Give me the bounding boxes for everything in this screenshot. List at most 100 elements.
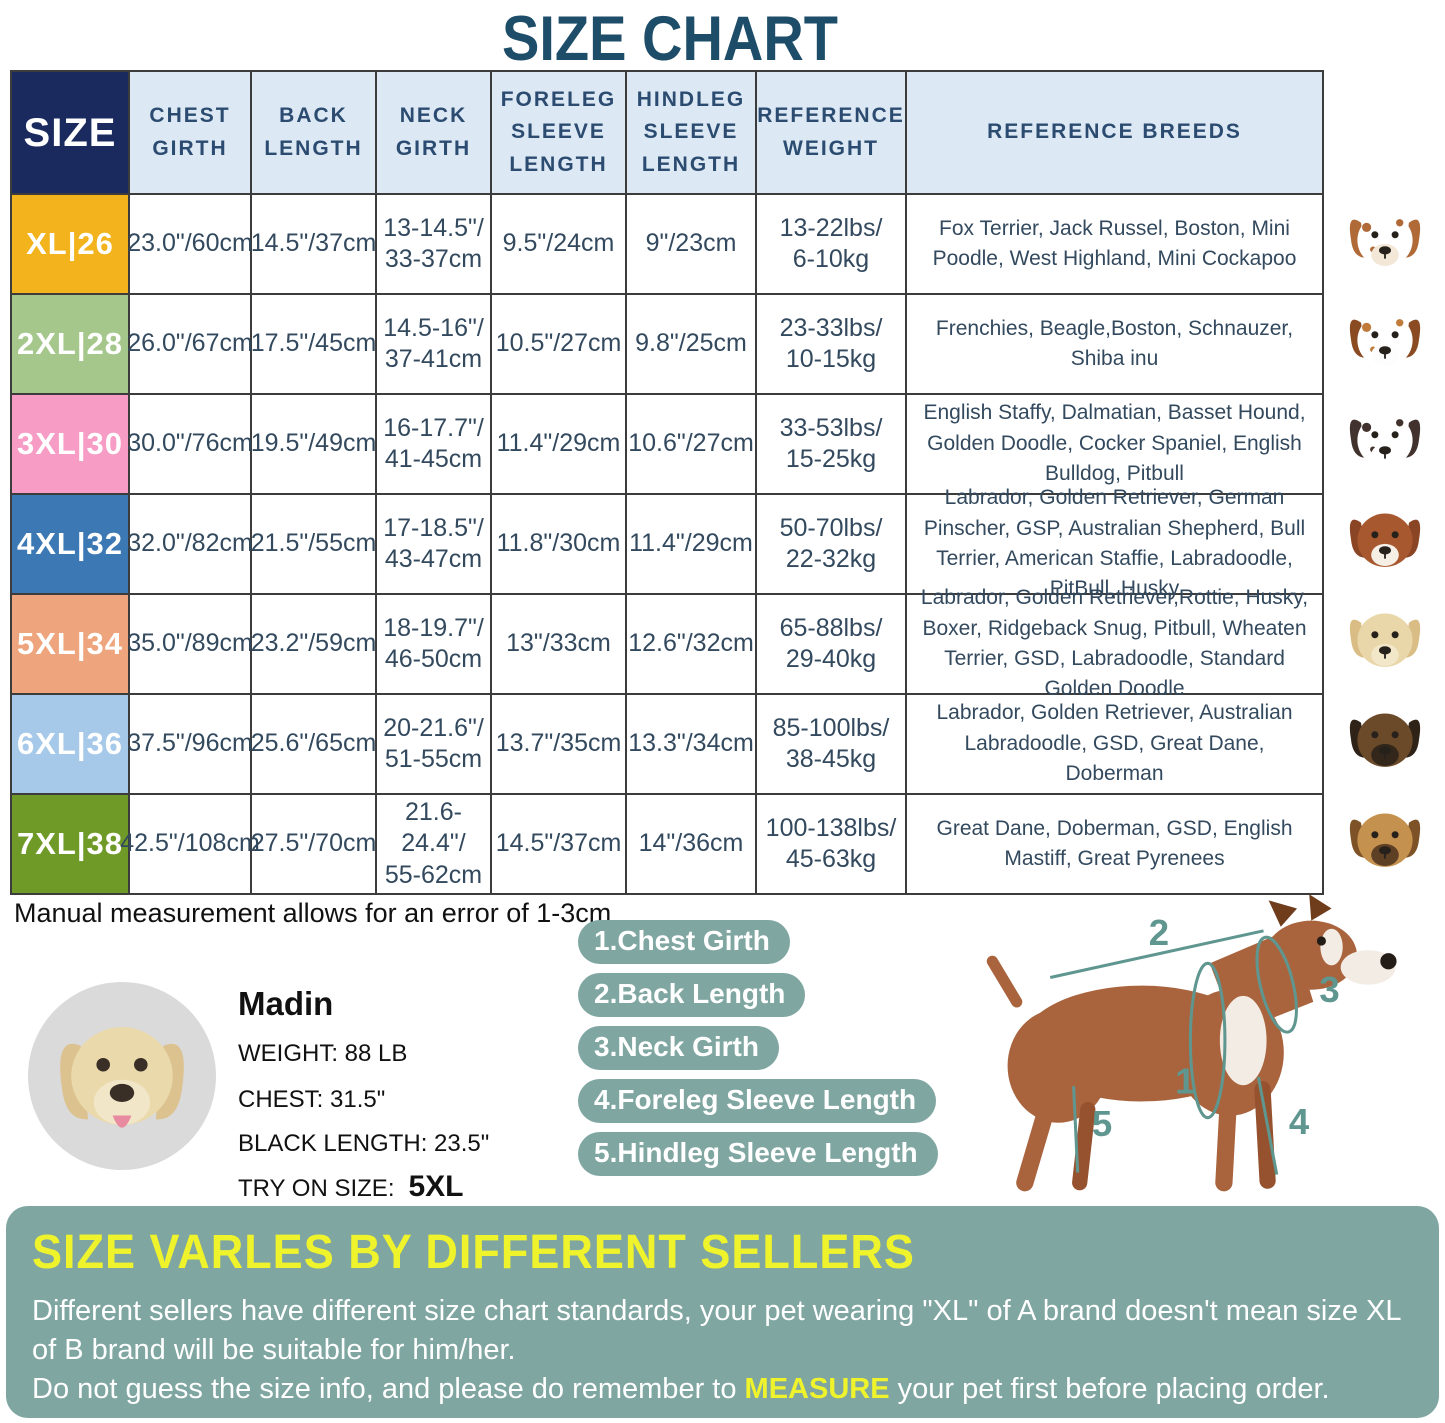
foreleg-sleeve-value: 11.4"/29cm <box>492 395 627 495</box>
foreleg-sleeve-value: 13"/33cm <box>492 595 627 695</box>
reference-weight-value: 85-100lbs/ 38-45kg <box>757 695 907 795</box>
breed-photo-column <box>1330 193 1440 893</box>
measure-highlight: MEASURE <box>744 1373 890 1406</box>
page-title: SIZE CHART <box>502 3 838 74</box>
breed-photo-slot <box>1330 593 1440 693</box>
neck-girth-value: 14.5-16"/ 37-41cm <box>377 295 492 395</box>
reference-breeds-value: Labrador, Golden Retriever, Australian L… <box>907 695 1324 795</box>
hindleg-sleeve-value: 14"/36cm <box>627 795 757 895</box>
breed-photo-slot <box>1330 293 1440 393</box>
reference-breeds-value: Labrador, Golden Retriever, German Pinsc… <box>907 486 1324 600</box>
size-label: 7XL|38 <box>12 795 130 895</box>
reference-weight-value: 65-88lbs/ 29-40kg <box>757 595 907 695</box>
madin-chest: CHEST: 31.5" <box>238 1086 386 1113</box>
seller-notice-box: SIZE VARLES BY DIFFERENT SELLERS Differe… <box>6 1206 1439 1418</box>
madin-photo <box>28 982 216 1170</box>
hindleg-sleeve-value: 10.6"/27cm <box>627 395 757 495</box>
seller-notice-para2: Do not guess the size info, and please d… <box>32 1370 1415 1409</box>
reference-breeds-value: Great Dane, Doberman, GSD, English Masti… <box>907 795 1324 895</box>
diagram-label-5: 5 <box>1092 1103 1112 1144</box>
dog-photo-dalmatian <box>1337 397 1433 489</box>
diagram-label-2: 2 <box>1149 912 1169 953</box>
neck-girth-value: 18-19.7"/ 46-50cm <box>377 595 492 695</box>
dog-photo-jack-russell <box>1337 197 1433 289</box>
back-length-value: 21.5"/55cm <box>251 495 377 595</box>
badge-chest-girth: 1.Chest Girth <box>578 920 790 964</box>
dog-photo-amstaff <box>1337 497 1433 589</box>
neck-girth-value: 16-17.7"/ 41-45cm <box>377 395 492 495</box>
hindleg-sleeve-value: 12.6"/32cm <box>627 595 757 695</box>
neck-girth-value: 20-21.6"/ 51-55cm <box>377 695 492 795</box>
neck-girth-value: 21.6-24.4"/ 55-62cm <box>377 795 492 895</box>
column-header-chest-girth: CHEST GIRTH <box>130 72 252 195</box>
size-label: 4XL|32 <box>12 495 130 595</box>
seller-notice-heading: SIZE VARLES BY DIFFERENT SELLERS <box>32 1223 915 1279</box>
diagram-label-4: 4 <box>1289 1101 1310 1142</box>
hindleg-sleeve-value: 9.8"/25cm <box>627 295 757 395</box>
dog-photo-great-dane <box>1337 797 1433 889</box>
reference-weight-value: 100-138lbs/ 45-63kg <box>757 795 907 895</box>
column-header-hindleg-sleeve: HINDLEG SLEEVE LENGTH <box>627 72 757 195</box>
madin-back-length: BLACK LENGTH: 23.5" <box>238 1130 490 1157</box>
neck-girth-value: 13-14.5"/ 33-37cm <box>377 195 492 295</box>
column-header-back-length: BACK LENGTH <box>252 72 377 195</box>
reference-weight-value: 50-70lbs/ 22-32kg <box>757 495 907 595</box>
back-length-value: 17.5"/45cm <box>251 295 377 395</box>
dog-photo-beagle <box>1337 297 1433 389</box>
foreleg-sleeve-value: 9.5"/24cm <box>492 195 627 295</box>
reference-weight-value: 33-53lbs/ 15-25kg <box>757 395 907 495</box>
badge-hindleg-sleeve: 5.Hindleg Sleeve Length <box>578 1132 938 1176</box>
foreleg-sleeve-value: 11.8"/30cm <box>492 495 627 595</box>
badge-back-length: 2.Back Length <box>578 973 806 1017</box>
column-header-size: SIZE <box>12 72 130 195</box>
back-length-value: 25.6"/65cm <box>251 695 377 795</box>
size-chart-table: SIZE CHEST GIRTH BACK LENGTH NECK GIRTH … <box>10 70 1324 895</box>
seller-notice-para1: Different sellers have different size ch… <box>32 1295 1401 1367</box>
breed-photo-slot <box>1330 493 1440 593</box>
column-header-reference-breeds: REFERENCE BREEDS <box>907 72 1324 195</box>
back-length-value: 23.2"/59cm <box>251 595 377 695</box>
reference-breeds-value: Frenchies, Beagle,Boston, Schnauzer, Shi… <box>907 295 1324 395</box>
chest-girth-value: 23.0"/60cm <box>127 195 253 295</box>
madin-weight: WEIGHT: 88 LB <box>238 1040 408 1067</box>
breed-photo-slot <box>1330 693 1440 793</box>
foreleg-sleeve-value: 13.7"/35cm <box>492 695 627 795</box>
reference-weight-value: 13-22lbs/ 6-10kg <box>757 195 907 295</box>
reference-weight-value: 23-33lbs/ 10-15kg <box>757 295 907 395</box>
madin-name: Madin <box>238 985 334 1022</box>
diagram-label-3: 3 <box>1319 969 1339 1010</box>
madin-tryon-label: TRY ON SIZE: <box>238 1175 395 1202</box>
chest-girth-value: 42.5"/108cm <box>120 795 260 895</box>
reference-breeds-value: English Staffy, Dalmatian, Basset Hound,… <box>907 395 1324 495</box>
chest-girth-value: 32.0"/82cm <box>127 495 253 595</box>
dog-photo-german-shepherd <box>1337 697 1433 789</box>
chest-girth-value: 26.0"/67cm <box>127 295 253 395</box>
back-length-value: 14.5"/37cm <box>251 195 377 295</box>
chest-girth-value: 37.5"/96cm <box>127 695 253 795</box>
badge-foreleg-sleeve: 4.Foreleg Sleeve Length <box>578 1079 937 1123</box>
madin-tryon: TRY ON SIZE: 5XL <box>238 1170 464 1204</box>
hindleg-sleeve-value: 11.4"/29cm <box>627 495 757 595</box>
seller-notice-para2-after: your pet first before placing order. <box>889 1373 1330 1406</box>
size-label: 5XL|34 <box>12 595 130 695</box>
reference-breeds-value: Fox Terrier, Jack Russel, Boston, Mini P… <box>907 195 1324 295</box>
measuring-diagram-dog: 1 2 3 4 5 <box>986 894 1397 1192</box>
breed-photo-slot <box>1330 393 1440 493</box>
back-length-value: 27.5"/70cm <box>251 795 377 895</box>
back-length-value: 19.5"/49cm <box>251 395 377 495</box>
size-label: 3XL|30 <box>12 395 130 495</box>
size-label: XL|26 <box>12 195 130 295</box>
neck-girth-value: 17-18.5"/ 43-47cm <box>377 495 492 595</box>
column-header-neck-girth: NECK GIRTH <box>377 72 492 195</box>
chest-girth-value: 30.0"/76cm <box>127 395 253 495</box>
column-header-foreleg-sleeve: FORELEG SLEEVE LENGTH <box>492 72 627 195</box>
hindleg-sleeve-value: 9"/23cm <box>627 195 757 295</box>
dog-photo-labrador <box>1337 597 1433 689</box>
measurement-legend: 1.Chest Girth 2.Back Length 3.Neck Girth… <box>578 920 938 1185</box>
size-label: 6XL|36 <box>12 695 130 795</box>
breed-photo-slot <box>1330 193 1440 293</box>
foreleg-sleeve-value: 14.5"/37cm <box>492 795 627 895</box>
madin-tryon-size: 5XL <box>408 1170 464 1203</box>
reference-breeds-value: Labrador, Golden Retriever,Rottie, Husky… <box>907 586 1324 700</box>
